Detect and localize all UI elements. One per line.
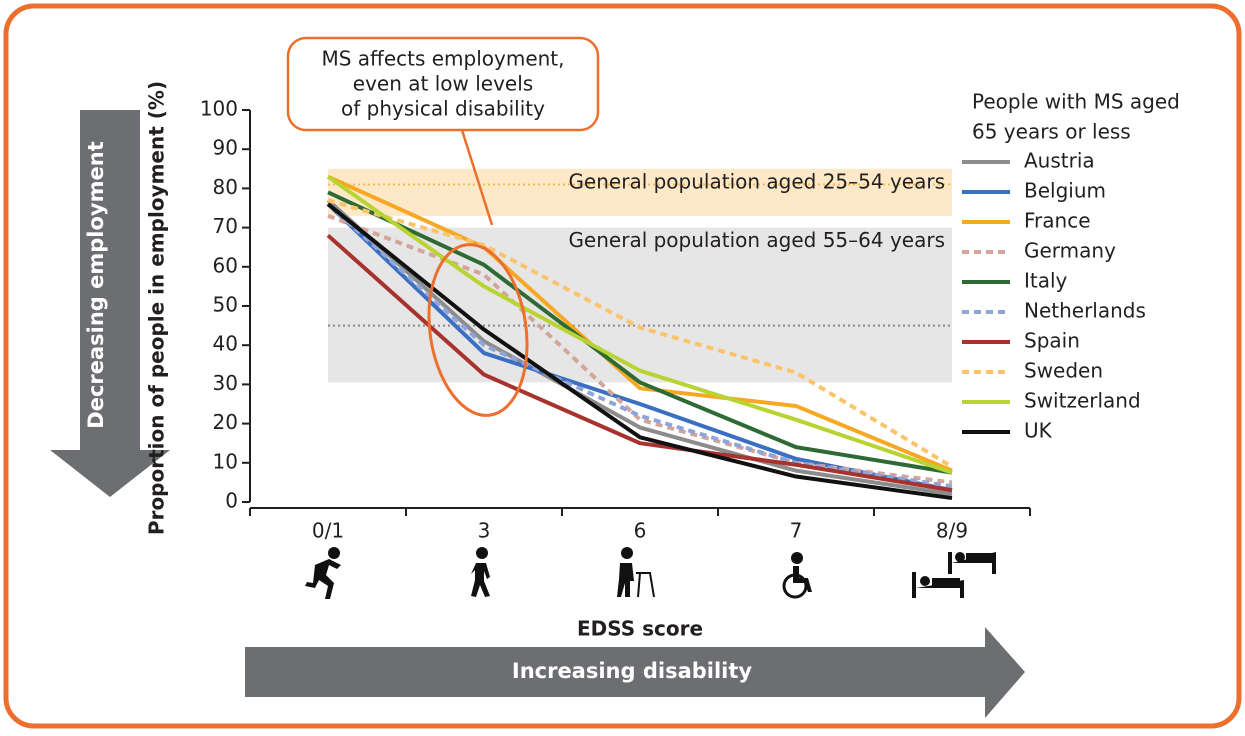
legend-label: Spain bbox=[1024, 329, 1080, 353]
highlight-ellipse bbox=[427, 243, 529, 417]
x-tick-label: 0/1 bbox=[312, 519, 344, 543]
series-line bbox=[327, 198, 954, 469]
legend-label: UK bbox=[1024, 419, 1053, 443]
y-tick-label: 100 bbox=[200, 97, 238, 121]
legend-label: Germany bbox=[1024, 239, 1116, 263]
annotation: MS affects employment, bbox=[321, 47, 564, 71]
series-line bbox=[327, 190, 953, 475]
callout-box bbox=[286, 36, 600, 132]
series-line bbox=[326, 233, 953, 493]
legend-label: Netherlands bbox=[1024, 299, 1146, 323]
reference-band bbox=[328, 168, 952, 216]
x-tick-label: 6 bbox=[634, 519, 647, 543]
x-tick-label: 7 bbox=[790, 519, 803, 543]
y-tick-label: 80 bbox=[213, 175, 238, 199]
x-tick-label: 3 bbox=[478, 519, 491, 543]
legend-label: Belgium bbox=[1024, 179, 1106, 203]
down-arrow bbox=[50, 110, 170, 497]
y-tick-label: 40 bbox=[213, 332, 238, 356]
y-tick-label: 20 bbox=[213, 410, 238, 434]
y-tick-label: 70 bbox=[213, 214, 238, 238]
y-tick-label: 10 bbox=[213, 449, 238, 473]
legend-title: People with MS aged bbox=[972, 90, 1180, 114]
y-tick-label: 50 bbox=[213, 293, 238, 317]
series-line bbox=[326, 175, 953, 475]
series-line bbox=[327, 213, 953, 485]
y-axis-label: Proportion of people in employment (%) bbox=[145, 81, 169, 535]
legend-label: Italy bbox=[1024, 269, 1068, 293]
y-tick-label: 30 bbox=[213, 371, 238, 395]
y-tick-label: 0 bbox=[225, 489, 238, 513]
annotation: even at low levels bbox=[353, 72, 533, 96]
x-tick-label: 8/9 bbox=[936, 519, 968, 543]
right-arrow bbox=[245, 627, 1025, 718]
bands: General population aged 25–54 years Gener… bbox=[328, 168, 952, 383]
legend-label: Austria bbox=[1024, 149, 1095, 173]
arrow-label: Decreasing employment bbox=[84, 141, 108, 428]
y-tick-label: 90 bbox=[213, 136, 238, 160]
callout-pointer bbox=[460, 129, 494, 226]
y-tick-label: 60 bbox=[213, 253, 238, 277]
legend-label: Sweden bbox=[1024, 359, 1103, 383]
series-line bbox=[327, 174, 953, 473]
x-axis-label: EDSS score bbox=[577, 617, 703, 641]
band-label: General population aged 25–54 years bbox=[568, 169, 945, 193]
legend-title: 65 years or less bbox=[972, 120, 1131, 144]
band-label: General population aged 55–64 years bbox=[568, 228, 945, 252]
arrow-label: Increasing disability bbox=[512, 659, 753, 683]
legend-label: France bbox=[1024, 209, 1091, 233]
annotation: of physical disability bbox=[341, 97, 545, 121]
legend-label: Switzerland bbox=[1024, 389, 1141, 413]
icons bbox=[305, 547, 996, 599]
